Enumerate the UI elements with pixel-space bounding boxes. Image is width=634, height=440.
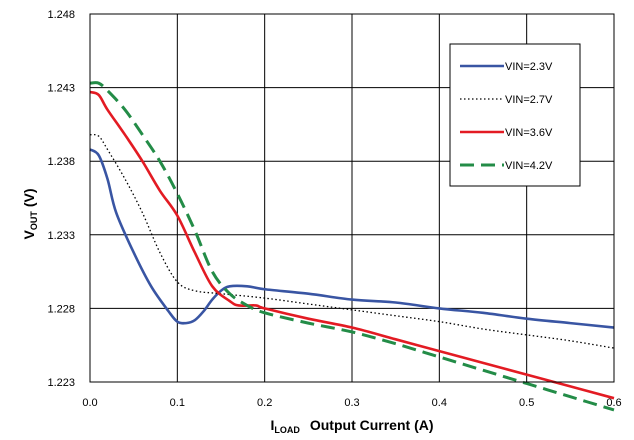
series-line-vin-2-3v <box>89 148 615 329</box>
x-axis-label-sub: LOAD <box>274 425 300 435</box>
y-axis-label: VOUT (V) <box>21 188 39 239</box>
x-tick-label: 0.6 <box>606 397 621 409</box>
x-axis-label-main: I <box>270 417 274 433</box>
x-tick-labels: 0.0 0.1 0.2 0.3 0.4 0.5 0.6 <box>82 397 621 409</box>
y-axis-label-rest: (V) <box>21 188 37 207</box>
y-tick-labels: 1.223 1.228 1.233 1.238 1.243 1.248 <box>47 9 75 389</box>
x-tick-label: 0.3 <box>344 397 359 409</box>
x-tick-label: 0.1 <box>170 397 185 409</box>
plot-frame <box>89 13 615 383</box>
x-tick-label: 0.2 <box>257 397 272 409</box>
legend: VIN=2.3V VIN=2.7V VIN=3.6V VIN=4.2V <box>449 43 581 187</box>
x-tick-label: 0.4 <box>432 397 447 409</box>
series-layer <box>89 81 615 412</box>
series-line-vin-2-7v <box>89 133 615 349</box>
y-axis-label-sub: OUT <box>29 211 39 231</box>
y-tick-label: 1.223 <box>47 377 75 389</box>
legend-box <box>449 43 581 187</box>
series-line-vin-3-6v <box>89 90 615 400</box>
x-tick-label: 0.5 <box>519 397 534 409</box>
y-tick-label: 1.228 <box>47 303 75 315</box>
series-line-vin-4-2v <box>89 81 615 412</box>
legend-label-vin-2-7v: VIN=2.7V <box>505 94 553 106</box>
x-tick-label: 0.0 <box>82 397 97 409</box>
y-tick-label: 1.243 <box>47 83 75 95</box>
legend-label-vin-4-2v: VIN=4.2V <box>505 160 553 172</box>
x-axis-label-rest: Output Current (A) <box>310 417 434 433</box>
legend-label-vin-3-6v: VIN=3.6V <box>505 127 553 139</box>
y-tick-label: 1.233 <box>47 230 75 242</box>
legend-label-vin-2-3v: VIN=2.3V <box>505 61 553 73</box>
y-tick-label: 1.248 <box>47 9 75 21</box>
y-axis-label-main: V <box>21 230 37 240</box>
y-tick-label: 1.238 <box>47 156 75 168</box>
x-axis-label: ILOAD Output Current (A) <box>270 417 433 435</box>
